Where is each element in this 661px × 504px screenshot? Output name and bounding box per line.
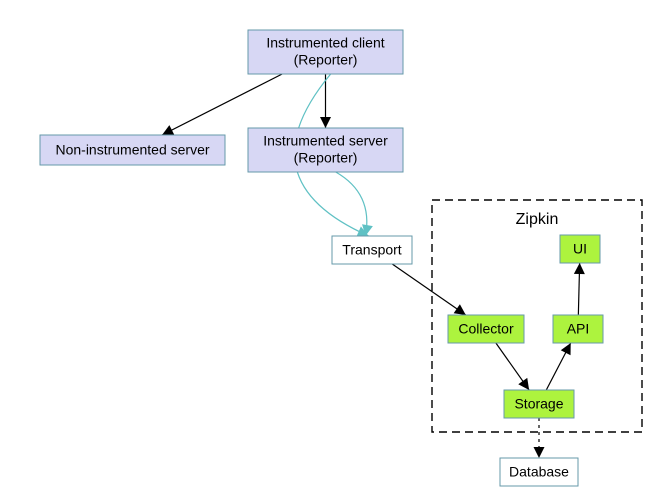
edge-server-transport: [336, 172, 367, 236]
node-storage: Storage: [504, 390, 574, 418]
node-server-label1: Instrumented server: [263, 133, 388, 149]
node-storage-label: Storage: [514, 396, 563, 412]
edge-collector-storage: [496, 343, 529, 390]
edge-storage-api: [546, 343, 570, 390]
diagram-canvas: Zipkin Instrumented client(Reporter)Non-…: [0, 0, 661, 504]
node-api-label: API: [567, 321, 590, 337]
zipkin-group-label: Zipkin: [516, 211, 559, 228]
node-database-label: Database: [509, 464, 569, 480]
edge-transport-collector: [392, 264, 466, 315]
node-collector: Collector: [448, 315, 524, 343]
node-server: Instrumented server(Reporter): [248, 128, 403, 172]
node-client-label1: Instrumented client: [266, 35, 384, 51]
node-ui: UI: [560, 235, 600, 263]
edge-client-noninst: [162, 74, 282, 135]
node-noninst-label: Non-instrumented server: [55, 142, 209, 158]
node-client: Instrumented client(Reporter): [248, 30, 403, 74]
node-api: API: [553, 315, 603, 343]
node-ui-label: UI: [573, 241, 587, 257]
node-server-label2: (Reporter): [294, 150, 358, 166]
node-transport: Transport: [332, 236, 412, 264]
node-client-label2: (Reporter): [294, 52, 358, 68]
node-collector-label: Collector: [458, 321, 514, 337]
node-database: Database: [500, 458, 578, 486]
node-noninst: Non-instrumented server: [40, 135, 225, 165]
node-transport-label: Transport: [342, 242, 402, 258]
edge-api-ui: [578, 263, 579, 315]
